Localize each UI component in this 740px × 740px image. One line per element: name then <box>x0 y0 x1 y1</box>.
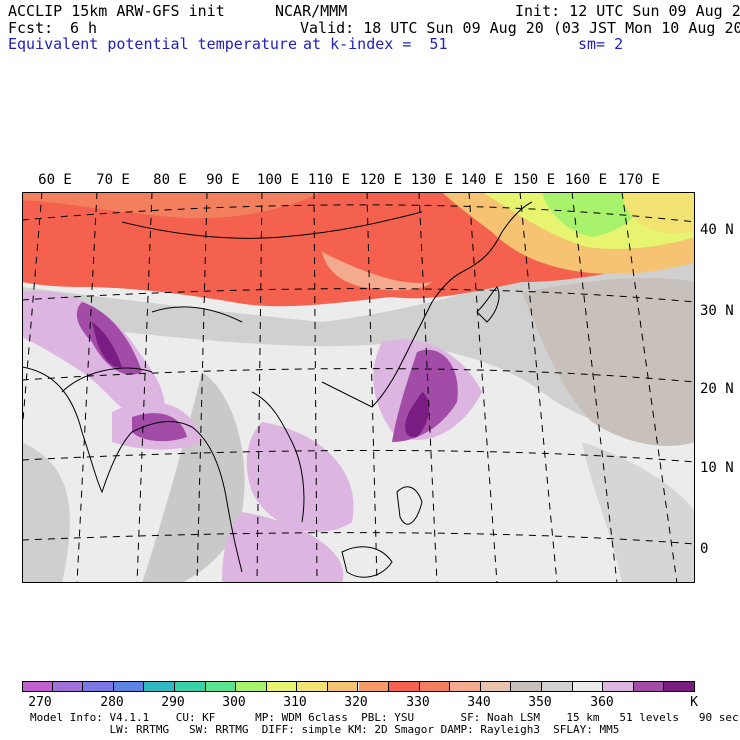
colorbar-unit: K <box>690 695 698 710</box>
lat-label: 20 N <box>700 381 734 397</box>
colorbar-cell <box>480 681 512 692</box>
colorbar-cell <box>419 681 451 692</box>
smoothing-value: sm= 2 <box>578 35 624 53</box>
lon-label: 170 E <box>617 172 661 188</box>
colorbar-frame <box>22 681 695 692</box>
init-time: Init: 12 UTC Sun 09 Aug 20 <box>515 2 740 20</box>
colorbar-label: 330 <box>406 695 430 710</box>
colorbar-cell <box>22 681 53 692</box>
lat-label: 30 N <box>700 303 734 319</box>
colorbar-cell <box>572 681 604 692</box>
lon-label: 140 E <box>460 172 504 188</box>
colorbar-label: 270 <box>28 695 52 710</box>
forecast-hour: 6 h <box>70 19 98 37</box>
field-315-northeast <box>622 192 695 234</box>
colorbar-cell <box>511 681 543 692</box>
lat-label: 10 N <box>700 460 734 476</box>
colorbar-cell <box>450 681 481 692</box>
level-index: at k-index = 51 <box>303 35 448 53</box>
lat-label: 40 N <box>700 222 734 238</box>
field-370-philippine-sea <box>405 392 429 438</box>
lon-label: 60 E <box>38 172 72 188</box>
field-350-south-west <box>22 442 70 583</box>
forecast-label: Fcst: <box>8 19 54 37</box>
colorbar-label: 300 <box>222 695 246 710</box>
field-350-south-east <box>582 442 695 583</box>
coastlines <box>22 201 533 578</box>
colorbar-label: 340 <box>467 695 491 710</box>
equivalent-potential-temperature-map <box>22 192 695 583</box>
colorbar-label: 350 <box>528 695 552 710</box>
colorbar-label: 310 <box>283 695 307 710</box>
lat-label: 0 <box>700 541 709 557</box>
colorbar-cell <box>266 681 298 692</box>
graticule <box>22 192 695 583</box>
model-info-line1: Model Info: V4.1.1 CU: KF MP: WDM 6class… <box>30 711 739 724</box>
map-frame <box>22 192 695 583</box>
lon-label: 90 E <box>206 172 240 188</box>
colorbar <box>22 681 695 692</box>
lon-label: 80 E <box>153 172 187 188</box>
colorbar-cell <box>205 681 237 692</box>
colorbar-cell <box>542 681 573 692</box>
field-370-india <box>92 322 122 368</box>
model-info-line2: LW: RRTMG SW: RRTMG DIFF: simple KM: 2D … <box>30 723 620 736</box>
field-365-bay-of-bengal <box>132 413 187 442</box>
lon-label: 100 E <box>256 172 300 188</box>
valid-time: Valid: 18 UTC Sun 09 Aug 20 (03 JST Mon … <box>300 19 740 37</box>
colorbar-cell <box>603 681 634 692</box>
colorbar-label: 360 <box>590 695 614 710</box>
lon-label: 150 E <box>512 172 556 188</box>
colorbar-cell <box>144 681 175 692</box>
colorbar-cell <box>52 681 84 692</box>
organization-label: NCAR/MMM <box>275 2 348 20</box>
field-365-india <box>76 302 142 375</box>
colorbar-cell <box>83 681 114 692</box>
field-360-maritime <box>222 512 344 583</box>
field-360-south-china-sea <box>246 422 354 532</box>
colorbar-cell <box>358 681 390 692</box>
colorbar-cell <box>297 681 328 692</box>
lon-label: 120 E <box>359 172 403 188</box>
field-indochina <box>142 372 245 583</box>
colorbar-cell <box>236 681 267 692</box>
colorbar-label: 320 <box>344 695 368 710</box>
colorbar-cell <box>327 681 359 692</box>
colorbar-cell <box>633 681 665 692</box>
lon-label: 160 E <box>564 172 608 188</box>
field-360-india-north <box>22 291 165 424</box>
lon-label: 130 E <box>410 172 454 188</box>
field-340-mongolia <box>322 252 432 291</box>
plot-title: ACCLIP 15km ARW-GFS init <box>8 2 225 20</box>
lon-label: 110 E <box>307 172 351 188</box>
colorbar-cell <box>113 681 145 692</box>
colorbar-cell <box>174 681 206 692</box>
colorbar-label: 280 <box>100 695 124 710</box>
colorbar-cell <box>389 681 420 692</box>
field-name: Equivalent potential temperature <box>8 35 297 53</box>
field-305-northeast <box>542 192 643 237</box>
lon-label: 70 E <box>96 172 130 188</box>
colorbar-label: 290 <box>161 695 185 710</box>
